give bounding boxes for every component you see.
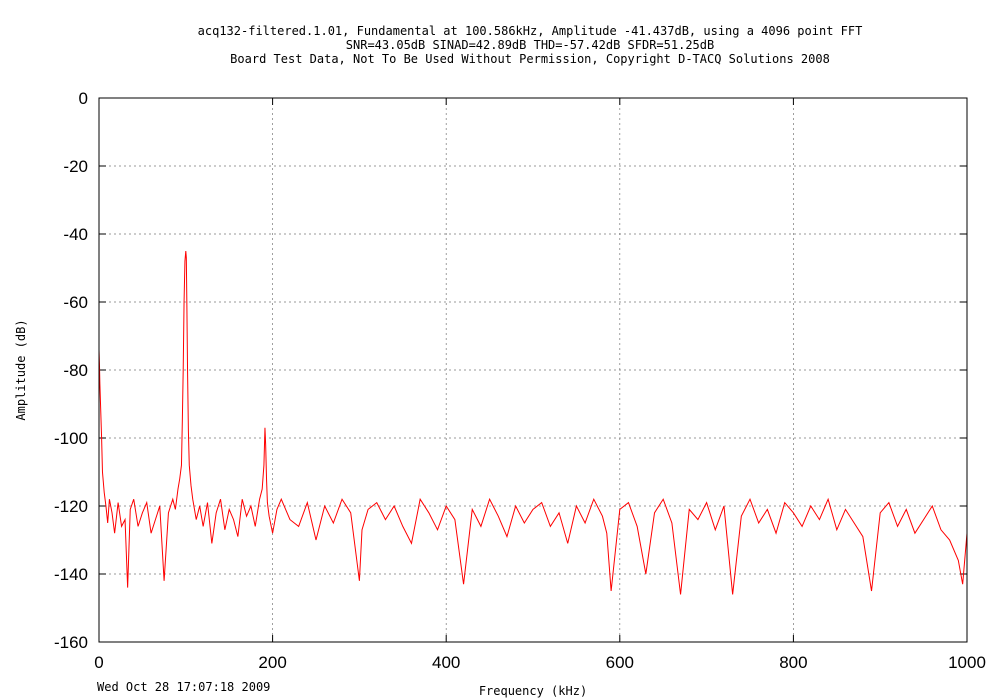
y-tick-label: -60	[63, 293, 88, 312]
title-line-1: acq132-filtered.1.01, Fundamental at 100…	[198, 24, 863, 38]
x-tick-label: 600	[606, 653, 634, 672]
y-tick-label: -160	[54, 633, 88, 652]
x-tick-label: 1000	[948, 653, 986, 672]
title-line-2: SNR=43.05dB SINAD=42.89dB THD=-57.42dB S…	[346, 38, 714, 52]
y-tick-label: -40	[63, 225, 88, 244]
y-tick-label: -20	[63, 157, 88, 176]
y-axis-label: Amplitude (dB)	[14, 319, 28, 420]
y-tick-label: -140	[54, 565, 88, 584]
grid	[99, 98, 967, 642]
y-tick-label: -80	[63, 361, 88, 380]
timestamp: Wed Oct 28 17:07:18 2009	[97, 680, 270, 694]
plot-series	[98, 250, 968, 595]
spectrum-series-line	[98, 250, 968, 595]
y-tick-label: 0	[79, 89, 88, 108]
x-tick-label: 200	[258, 653, 286, 672]
x-axis-label: Frequency (kHz)	[479, 684, 587, 698]
y-tick-label: -120	[54, 497, 88, 516]
y-tick-label: -100	[54, 429, 88, 448]
x-tick-label: 400	[432, 653, 460, 672]
x-tick-label: 800	[779, 653, 807, 672]
title-line-3: Board Test Data, Not To Be Used Without …	[230, 52, 830, 66]
chart-title: acq132-filtered.1.01, Fundamental at 100…	[198, 24, 863, 66]
plot-frame	[98, 97, 968, 643]
x-tick-label: 0	[94, 653, 103, 672]
tick-labels: 0 200 400 600 800 1000 0 -20 -40 -60 -80 -100 -120 -1…	[54, 89, 986, 672]
